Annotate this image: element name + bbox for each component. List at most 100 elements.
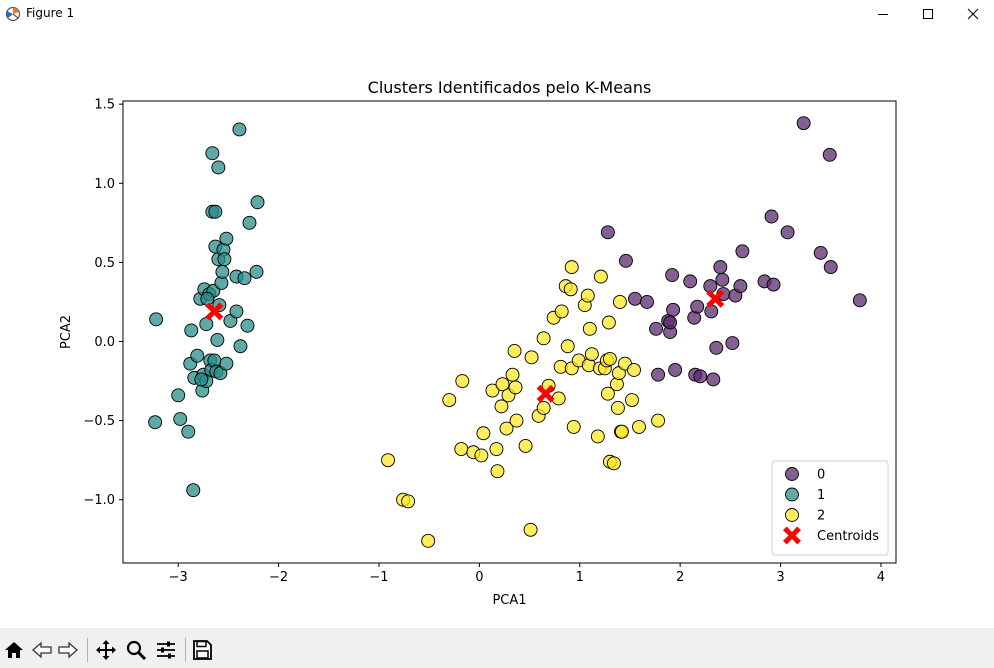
legend-marker-0 bbox=[785, 467, 799, 481]
data-point-cluster-0 bbox=[780, 225, 795, 240]
y-tick-label: 1.5 bbox=[94, 98, 115, 113]
data-point-cluster-2 bbox=[610, 400, 625, 415]
data-point-cluster-0 bbox=[665, 268, 680, 282]
minimize-icon bbox=[878, 14, 888, 15]
title-bar: Figure 1 bbox=[0, 0, 994, 28]
x-tick-label: 4 bbox=[877, 570, 885, 585]
data-point-cluster-1 bbox=[148, 415, 163, 430]
data-point-cluster-2 bbox=[524, 350, 539, 365]
data-point-cluster-1 bbox=[237, 271, 252, 286]
zoom-button[interactable] bbox=[124, 638, 148, 662]
data-point-cluster-0 bbox=[628, 291, 642, 306]
data-point-cluster-0 bbox=[663, 315, 678, 330]
data-point-cluster-2 bbox=[536, 331, 551, 346]
configure-subplots-button[interactable] bbox=[154, 638, 178, 662]
data-point-cluster-0 bbox=[725, 336, 740, 351]
data-point-cluster-2 bbox=[582, 321, 597, 336]
axes-frame bbox=[122, 100, 897, 564]
data-point-cluster-0 bbox=[823, 260, 838, 275]
data-point-cluster-2 bbox=[494, 399, 509, 414]
data-point-cluster-2 bbox=[442, 393, 457, 407]
data-point-cluster-2 bbox=[612, 294, 627, 309]
navigation-toolbar bbox=[0, 628, 994, 668]
data-point-cluster-0 bbox=[666, 302, 681, 317]
data-point-cluster-2 bbox=[455, 374, 470, 388]
data-point-cluster-0 bbox=[668, 363, 683, 377]
maximize-button[interactable] bbox=[905, 0, 951, 28]
legend-label: Centroids bbox=[817, 529, 879, 544]
data-point-cluster-0 bbox=[600, 225, 615, 240]
data-point-cluster-1 bbox=[173, 412, 188, 426]
x-tick-label: 0 bbox=[475, 570, 483, 585]
forward-button[interactable] bbox=[56, 638, 80, 662]
data-point-cluster-2 bbox=[489, 442, 504, 457]
back-button[interactable] bbox=[30, 638, 54, 662]
data-point-cluster-2 bbox=[495, 377, 510, 392]
toolbar-separator bbox=[87, 638, 88, 662]
data-point-cluster-0 bbox=[715, 272, 730, 287]
chart-title: Clusters Identificados pelo K-Means bbox=[368, 78, 652, 97]
data-point-cluster-2 bbox=[523, 522, 538, 537]
pan-icon bbox=[96, 640, 116, 660]
data-point-cluster-1 bbox=[200, 291, 215, 306]
legend-label: 0 bbox=[817, 468, 825, 483]
x-axis-label: PCA1 bbox=[492, 593, 526, 608]
data-point-cluster-0 bbox=[683, 274, 698, 289]
data-point-cluster-2 bbox=[601, 315, 616, 330]
data-point-cluster-1 bbox=[219, 356, 234, 371]
data-point-cluster-0 bbox=[796, 116, 811, 131]
x-tick-label: −3 bbox=[169, 570, 188, 585]
data-point-cluster-1 bbox=[249, 264, 264, 279]
data-point-cluster-1 bbox=[194, 372, 209, 387]
data-point-cluster-1 bbox=[232, 122, 247, 137]
data-point-cluster-2 bbox=[518, 438, 533, 453]
legend-box bbox=[771, 460, 889, 556]
home-button[interactable] bbox=[2, 638, 26, 662]
data-point-cluster-2 bbox=[593, 269, 608, 284]
centroid-marker bbox=[536, 384, 555, 403]
centroid-marker bbox=[205, 302, 224, 321]
data-point-cluster-0 bbox=[706, 372, 721, 387]
data-point-cluster-2 bbox=[490, 464, 505, 479]
data-point-cluster-1 bbox=[217, 252, 232, 267]
data-point-cluster-1 bbox=[171, 388, 186, 403]
data-point-cluster-0 bbox=[735, 244, 750, 259]
data-point-cluster-2 bbox=[584, 347, 599, 362]
x-tick-label: 2 bbox=[676, 570, 684, 585]
minimize-button[interactable] bbox=[860, 0, 906, 28]
data-point-cluster-2 bbox=[401, 494, 416, 509]
data-point-cluster-2 bbox=[590, 429, 605, 444]
data-point-cluster-2 bbox=[508, 380, 523, 395]
figure-canvas[interactable]: Clusters Identificados pelo K-Means −3 −2 −… bbox=[0, 28, 994, 628]
data-point-cluster-2 bbox=[563, 282, 578, 297]
legend-label: 2 bbox=[817, 509, 825, 524]
save-button[interactable] bbox=[190, 638, 214, 662]
data-point-cluster-1 bbox=[149, 312, 164, 327]
data-point-cluster-2 bbox=[625, 393, 639, 407]
maximize-icon bbox=[923, 9, 933, 19]
x-tick-label: 1 bbox=[576, 570, 584, 585]
y-tick-label: 1.0 bbox=[94, 177, 115, 192]
pan-button[interactable] bbox=[94, 638, 118, 662]
data-point-cluster-2 bbox=[476, 426, 491, 441]
zoom-icon bbox=[126, 640, 147, 661]
data-point-cluster-1 bbox=[250, 195, 265, 210]
data-point-cluster-0 bbox=[764, 209, 779, 224]
data-point-cluster-2 bbox=[499, 421, 514, 436]
app-icon bbox=[4, 5, 22, 23]
y-tick-label: 0.5 bbox=[94, 256, 115, 271]
data-point-cluster-1 bbox=[190, 348, 205, 363]
home-icon bbox=[5, 642, 23, 658]
data-point-cluster-0 bbox=[713, 260, 728, 275]
close-button[interactable] bbox=[950, 0, 994, 28]
data-point-cluster-2 bbox=[454, 442, 469, 457]
data-point-cluster-0 bbox=[852, 293, 867, 308]
y-tick-label: −1.0 bbox=[83, 493, 115, 508]
data-point-cluster-0 bbox=[640, 294, 654, 309]
forward-icon bbox=[58, 641, 78, 659]
x-tick-label: −2 bbox=[269, 570, 288, 585]
data-point-cluster-0 bbox=[690, 299, 705, 314]
data-point-cluster-1 bbox=[205, 146, 220, 161]
data-point-cluster-2 bbox=[602, 351, 617, 366]
data-point-cluster-0 bbox=[822, 147, 837, 162]
